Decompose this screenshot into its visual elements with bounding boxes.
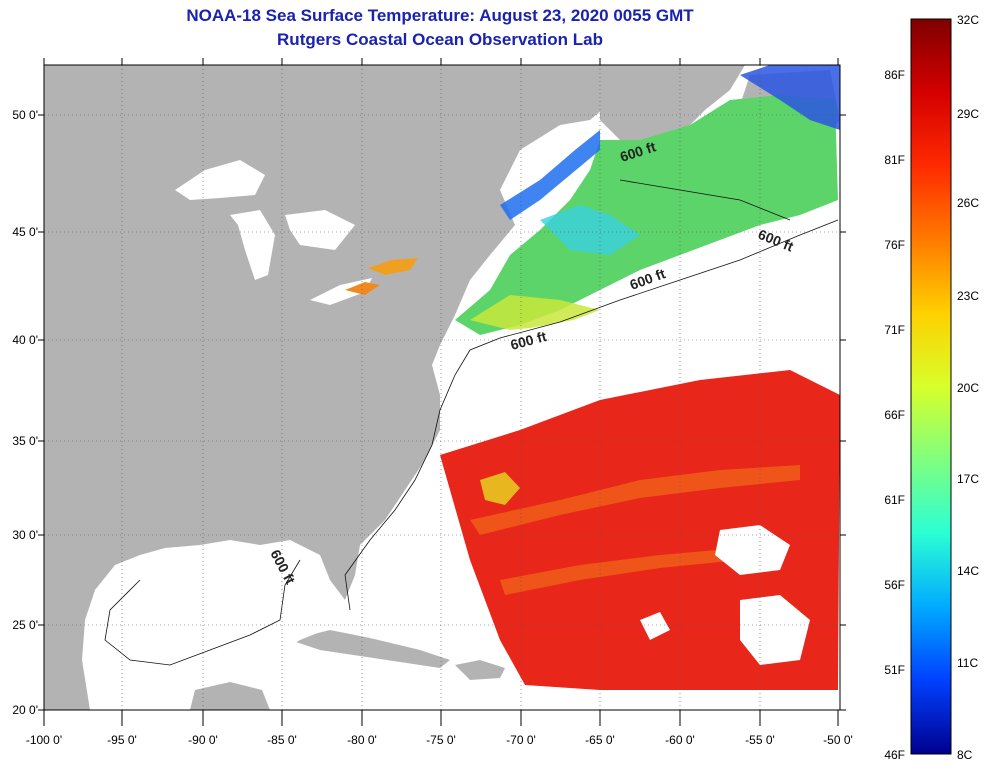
fahrenheit-label: 46F <box>884 748 905 762</box>
fahrenheit-label: 76F <box>884 238 905 252</box>
fahrenheit-label: 51F <box>884 663 905 677</box>
lake-erie-sst <box>345 282 380 295</box>
north-america-land <box>44 65 620 710</box>
graticule <box>44 65 840 710</box>
celsius-label: 20C <box>957 381 979 395</box>
colorbar-celsius-labels: 32C 29C 26C 23C 20C 17C 14C 11C 8C <box>957 13 979 762</box>
lon-tick-label: -90 0' <box>188 733 218 747</box>
temperature-colorbar <box>910 18 952 755</box>
celsius-label: 11C <box>957 656 978 670</box>
sst-northern-shelf <box>455 95 838 335</box>
lon-tick-label: -70 0' <box>506 733 536 747</box>
lon-tick-label: -85 0' <box>267 733 297 747</box>
map-frame <box>43 64 841 711</box>
sst-cloud-holes <box>640 525 810 665</box>
axis-ticks <box>38 58 846 726</box>
celsius-label: 23C <box>957 289 979 303</box>
celsius-label: 29C <box>957 107 979 121</box>
lon-tick-label: -95 0' <box>107 733 137 747</box>
fahrenheit-label: 86F <box>884 68 905 82</box>
isobath-600ft <box>104 179 839 666</box>
lon-tick-label: -80 0' <box>347 733 377 747</box>
lat-axis-labels: 50 0' 45 0' 40 0' 35 0' 30 0' 25 0' 20 0… <box>12 108 38 717</box>
lat-tick-label: 20 0' <box>12 703 38 717</box>
sst-yellow-eddy <box>480 472 520 505</box>
lat-tick-label: 25 0' <box>12 618 38 632</box>
celsius-label: 32C <box>957 13 979 27</box>
cuba-land <box>290 630 450 668</box>
labrador-land <box>600 65 745 140</box>
fahrenheit-label: 66F <box>884 408 905 422</box>
chart-subtitle: Rutgers Coastal Ocean Observation Lab <box>277 30 603 49</box>
lon-tick-label: -65 0' <box>585 733 615 747</box>
lake-superior <box>175 160 265 200</box>
lon-tick-label: -60 0' <box>665 733 695 747</box>
fahrenheit-label: 71F <box>884 323 905 337</box>
celsius-label: 14C <box>957 564 979 578</box>
lat-tick-label: 30 0' <box>12 528 38 542</box>
chart-title: NOAA-18 Sea Surface Temperature: August … <box>186 6 694 25</box>
fahrenheit-label: 61F <box>884 493 905 507</box>
hispaniola-land <box>455 660 505 680</box>
lake-ontario-sst <box>368 258 418 275</box>
sst-orange-streaks <box>470 465 800 595</box>
celsius-label: 26C <box>957 196 979 210</box>
sst-nw-blue <box>500 130 600 220</box>
sst-cyan-patch <box>540 205 640 255</box>
colorbar-fahrenheit-labels: 86F 81F 76F 71F 66F 61F 56F 51F 46F <box>884 68 905 762</box>
lon-tick-label: -75 0' <box>426 733 456 747</box>
lon-tick-label: -50 0' <box>823 733 853 747</box>
lake-erie <box>310 278 372 305</box>
lon-axis-labels: -100 0' -95 0' -90 0' -85 0' -80 0' -75 … <box>26 733 853 747</box>
lat-tick-label: 45 0' <box>12 225 38 239</box>
lon-tick-label: -100 0' <box>26 733 62 747</box>
lake-michigan-huron <box>230 210 355 280</box>
yucatan-land <box>190 682 270 710</box>
celsius-label: 17C <box>957 472 979 486</box>
fahrenheit-label: 81F <box>884 153 905 167</box>
lat-tick-label: 40 0' <box>12 333 38 347</box>
fahrenheit-label: 56F <box>884 578 905 592</box>
lat-tick-label: 35 0' <box>12 434 38 448</box>
sst-labrador-blue <box>740 65 840 130</box>
celsius-label: 8C <box>957 748 973 762</box>
lon-tick-label: -55 0' <box>745 733 775 747</box>
lat-tick-label: 50 0' <box>12 108 38 122</box>
